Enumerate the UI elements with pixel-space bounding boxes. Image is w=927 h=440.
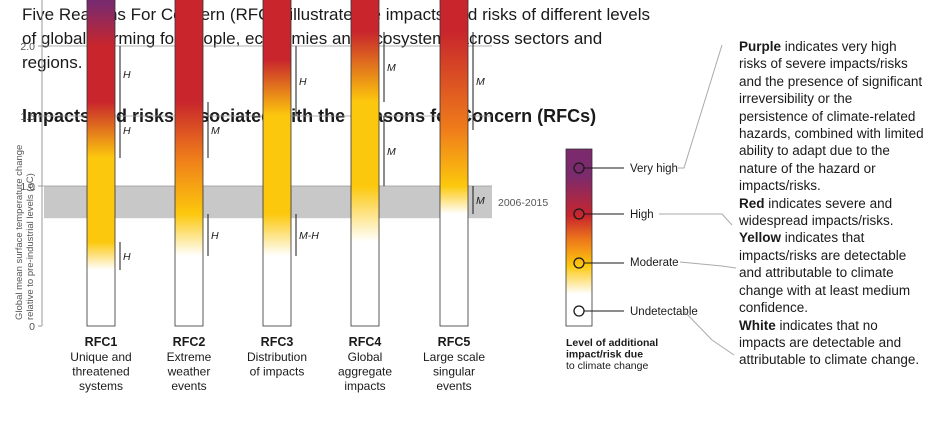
y-axis-label-line2: relative to pre-industrial levels (oC) [25,173,36,320]
confidence-label: H [299,76,307,88]
y-tick-label: 1.5 [20,111,35,123]
category-description: events [171,379,206,393]
legend-level-label: Undetectable [630,306,698,318]
category-description: systems [79,379,123,393]
category-description: events [436,379,471,393]
bar-rfc5 [439,0,469,327]
bar-rfc3 [262,0,292,327]
note-red-text: indicates severe and widespread impacts/… [739,195,894,229]
note-connector [678,44,723,169]
confidence-label: M [387,62,396,74]
bar-rfc2 [174,0,204,327]
category-label: RFC1 [85,335,118,349]
y-tick-label: 1.0 [20,181,35,193]
category-description: Global [348,350,383,364]
note-white: White indicates that no impacts are dete… [739,317,925,369]
legend-marker [573,305,585,317]
category-description: Distribution [247,350,307,364]
category-description: Unique and [70,350,131,364]
note-yellow-term: Yellow [739,230,782,246]
legend-level-label: Moderate [630,257,679,269]
confidence-label: M-H [299,230,319,242]
category-description: aggregate [338,365,392,379]
confidence-label: H [123,69,131,81]
confidence-label: M [387,146,396,158]
confidence-label: M [476,76,485,88]
confidence-label: H [211,230,219,242]
note-connector [683,310,735,356]
bar-rfc1 [86,0,116,327]
category-description: threatened [72,365,129,379]
confidence-label: H [123,125,131,137]
legend-level-label: Very high [630,163,678,175]
legend-level-label: High [630,209,654,221]
note-purple-text: indicates very high risks of severe impa… [739,39,924,194]
note-red-term: Red [739,195,765,211]
confidence-label: M [476,195,485,207]
y-tick-label: 2.0 [20,41,35,53]
category-description: impacts [344,379,385,393]
bar-rfc4 [350,0,380,327]
category-description: of impacts [250,365,305,379]
note-connector [679,261,737,269]
note-red: Red indicates severe and widespread impa… [739,195,925,230]
note-connector [659,213,733,226]
band-label: 2006-2015 [498,197,548,209]
y-axis-label-line1: Global mean surface temperature change [14,145,25,320]
y-tick-label: 0 [29,321,35,333]
category-description: weather [167,365,211,379]
category-label: RFC3 [261,335,294,349]
category-description: Large scale [423,350,485,364]
note-yellow: Yellow indicates that impacts/risks are … [739,229,925,316]
note-white-term: White [739,317,776,333]
category-label: RFC4 [349,335,382,349]
category-label: RFC2 [173,335,206,349]
confidence-label: M [211,125,220,137]
note-purple-term: Purple [739,39,782,54]
category-description: Extreme [167,350,212,364]
color-notes: Purple indicates very high risks of seve… [739,38,925,369]
note-yellow-text: indicates that impacts/risks are detecta… [739,230,911,316]
legend-title-line: impact/risk due [566,349,643,361]
confidence-label: H [123,251,131,263]
legend-title-line: Level of additional [566,337,658,349]
legend-title-line: to climate change [566,360,648,372]
category-label: RFC5 [438,335,471,349]
legend-bar [565,148,593,327]
category-description: singular [433,365,475,379]
note-purple: Purple indicates very high risks of seve… [739,38,925,195]
note-white-text: indicates that no impacts are detectable… [739,317,920,368]
